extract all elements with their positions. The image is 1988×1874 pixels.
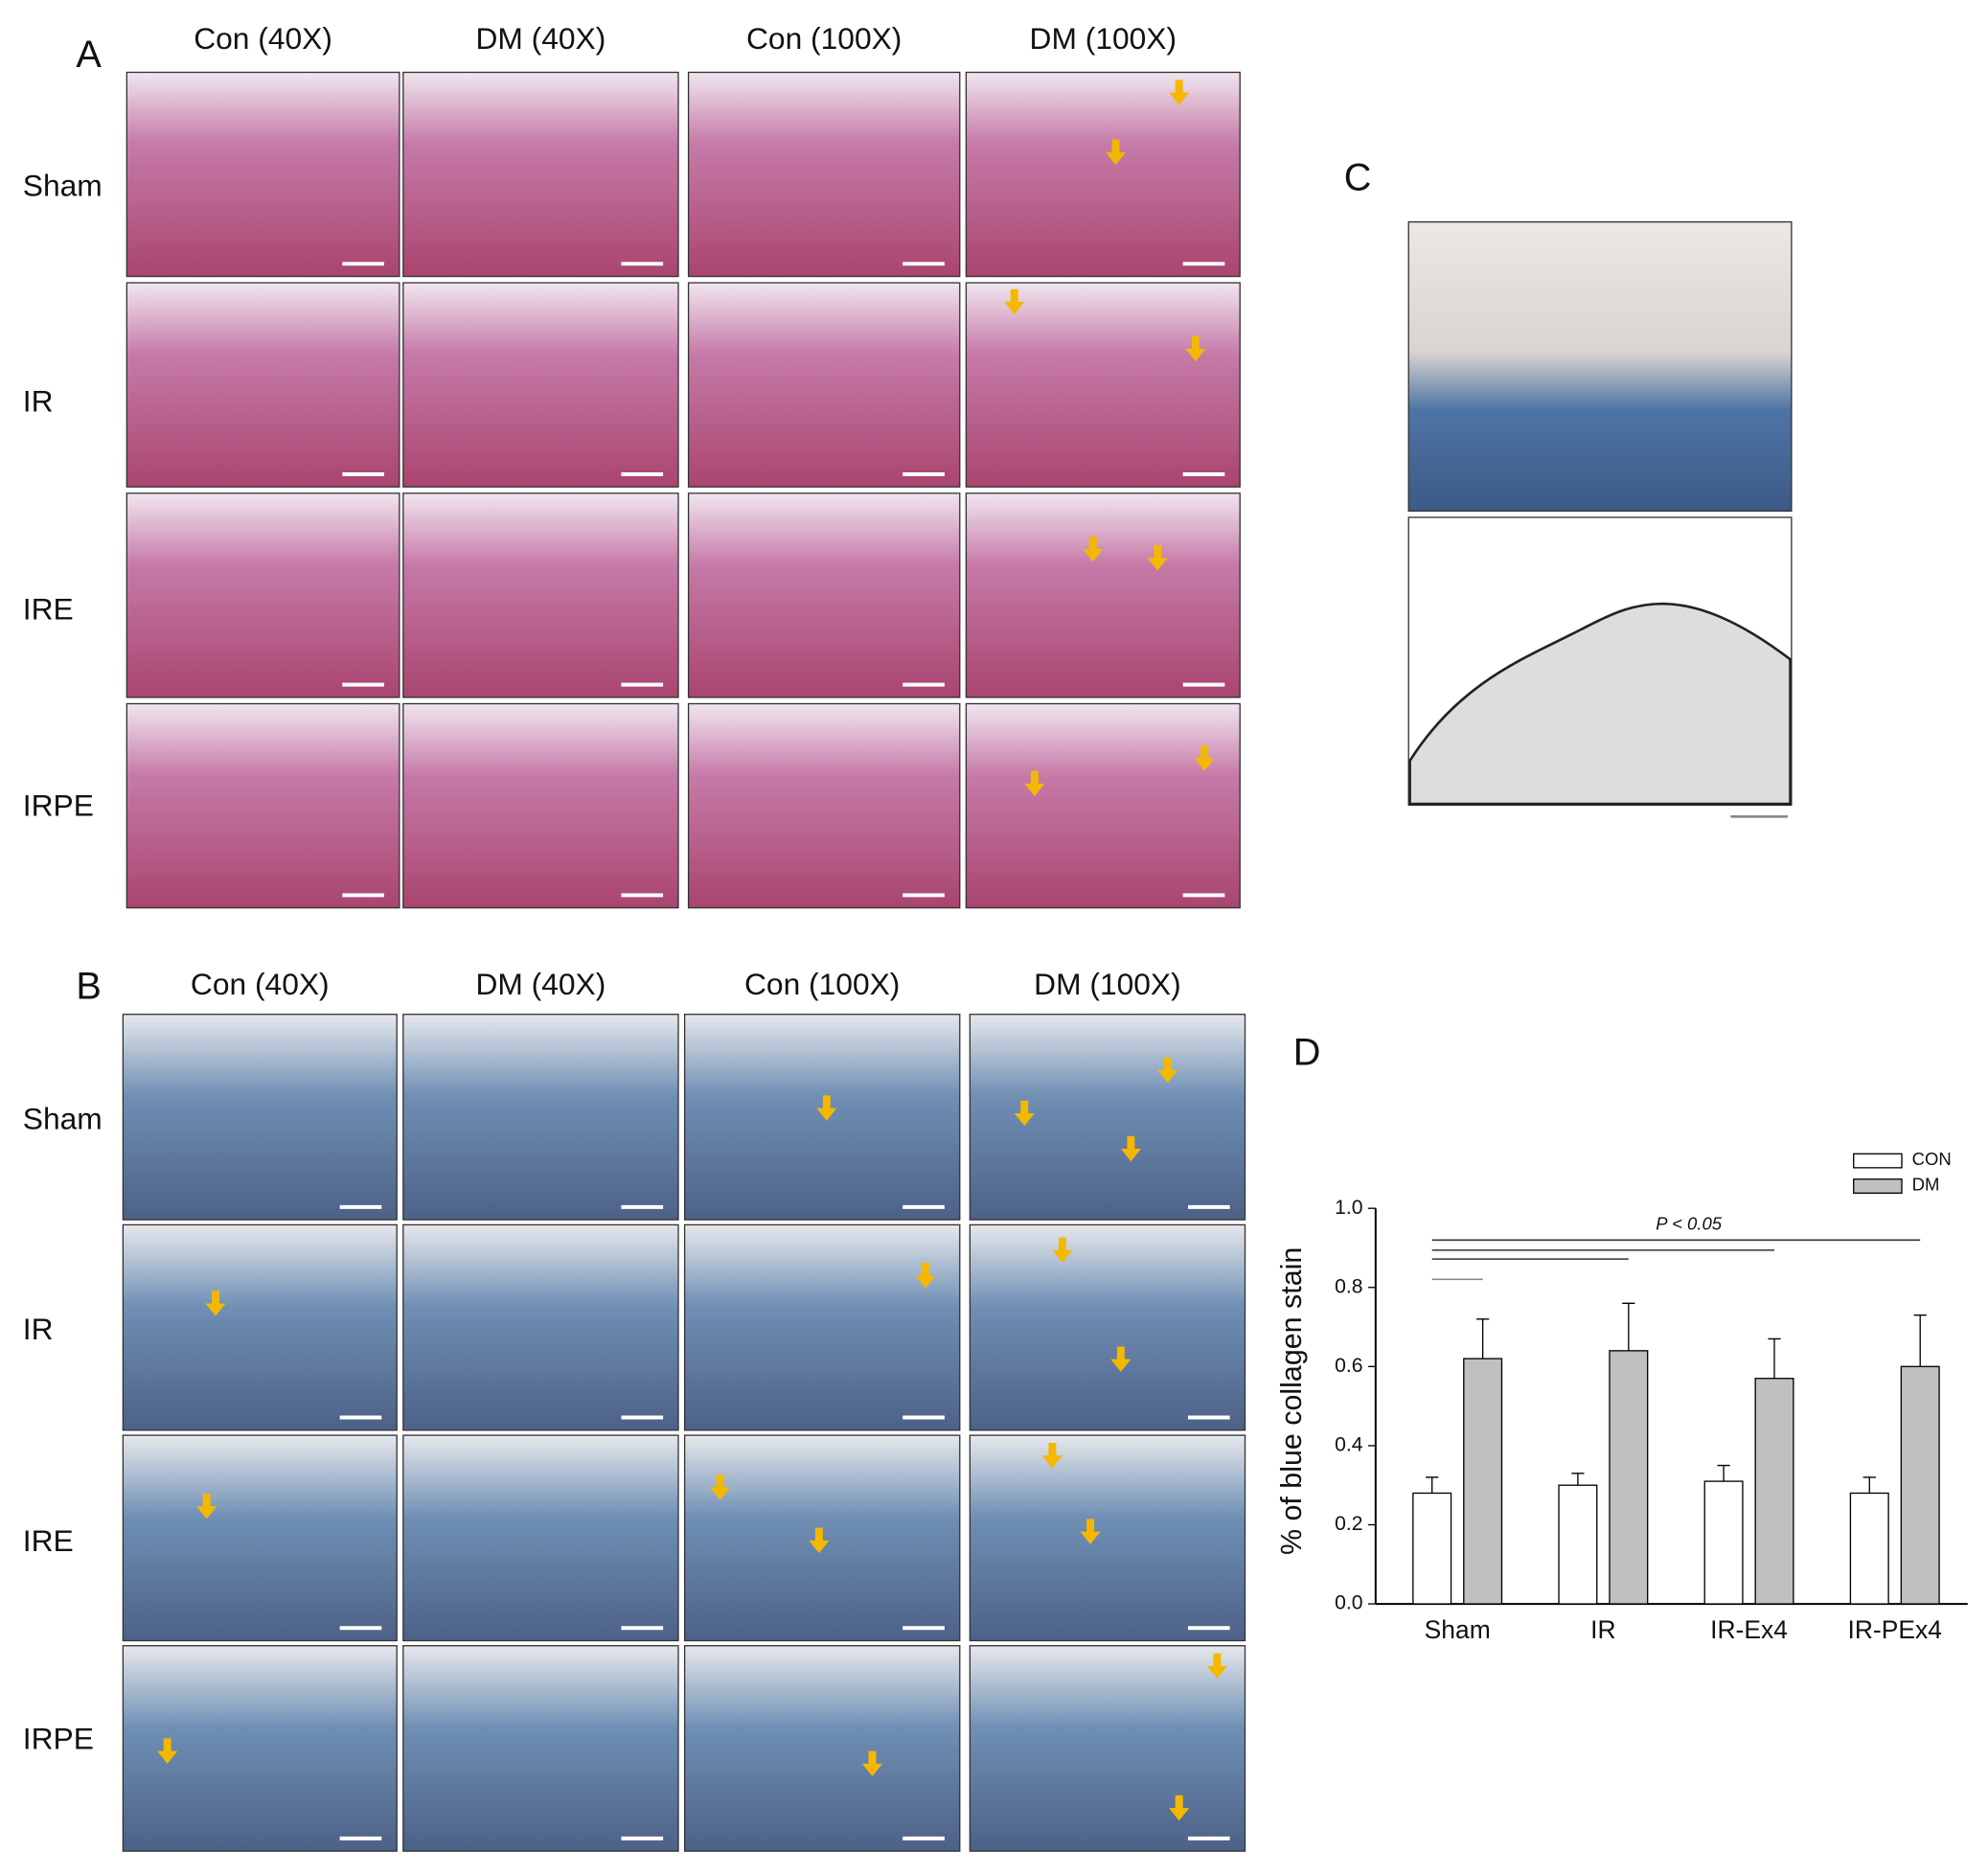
arrow [157, 1738, 178, 1764]
micrograph [126, 71, 400, 278]
arrow [1052, 1237, 1073, 1264]
y-tick-label: 1.0 [1335, 1197, 1362, 1219]
bar [1609, 1350, 1649, 1605]
micrograph [687, 492, 961, 698]
x-tick-label: IR-Ex4 [1710, 1615, 1788, 1644]
x-tick-label: Sham [1425, 1615, 1491, 1644]
arrow [1024, 770, 1045, 797]
error-bar [1622, 1302, 1635, 1351]
panel-label: C [1344, 156, 1372, 198]
y-tick-label: 0.6 [1335, 1355, 1362, 1377]
column-header: DM (40X) [475, 967, 606, 1001]
micrograph [402, 282, 679, 488]
column-header: Con (100X) [746, 21, 902, 56]
legend-label: CON [1912, 1149, 1952, 1169]
micrograph [969, 1014, 1246, 1221]
micrograph [126, 282, 400, 488]
micrograph [687, 282, 961, 488]
micrograph [969, 1645, 1246, 1852]
arrow [205, 1291, 226, 1316]
threshold-image [1408, 602, 1792, 806]
bar [1412, 1492, 1452, 1605]
micrograph [687, 71, 961, 278]
error-bar [1717, 1464, 1730, 1482]
row-label: IRPE [23, 1721, 94, 1755]
micrograph [402, 702, 679, 909]
micrograph [126, 492, 400, 698]
legend-label: DM [1912, 1174, 1940, 1194]
micrograph [969, 1434, 1246, 1642]
arrow [196, 1493, 217, 1520]
legend-swatch [1853, 1178, 1903, 1194]
micrograph [122, 1223, 398, 1431]
micrograph [683, 1645, 961, 1852]
bar [1754, 1378, 1794, 1605]
y-tick-label: 0.0 [1335, 1592, 1362, 1614]
micrograph [402, 71, 679, 278]
row-label: IR [23, 1312, 54, 1346]
micrograph [683, 1223, 961, 1431]
bar [1849, 1492, 1889, 1605]
column-header: Con (40X) [194, 21, 332, 56]
y-tick-label: 0.2 [1335, 1513, 1362, 1535]
error-bar [1426, 1476, 1439, 1494]
column-header: Con (100X) [744, 967, 900, 1001]
y-tick-label: 0.8 [1335, 1275, 1362, 1297]
bar [1463, 1358, 1503, 1605]
micrograph [683, 1014, 961, 1221]
bar [1558, 1484, 1598, 1605]
column-header: Con (40X) [191, 967, 330, 1001]
x-tick-label: IR [1590, 1615, 1615, 1644]
annotation: P < 0.05 [1656, 1213, 1723, 1233]
arrow [1041, 1443, 1063, 1469]
micrograph [402, 1014, 679, 1221]
row-label: IRE [23, 591, 74, 626]
micrograph [402, 492, 679, 698]
column-header: DM (100X) [1030, 21, 1177, 56]
micrograph [402, 1645, 679, 1852]
bar [1703, 1480, 1744, 1605]
micrograph [965, 702, 1241, 909]
panel-label: D [1293, 1032, 1321, 1074]
micrograph [969, 1223, 1246, 1431]
micrograph [126, 702, 400, 909]
legend-swatch [1853, 1153, 1903, 1169]
panel-label: A [76, 34, 102, 76]
row-label: Sham [23, 168, 103, 202]
micrograph [687, 702, 961, 909]
micrograph [965, 492, 1241, 698]
arrow [1004, 288, 1025, 315]
y-tick-label: 0.4 [1335, 1434, 1363, 1456]
micrograph [965, 71, 1241, 278]
micrograph [402, 1434, 679, 1642]
row-label: IRE [23, 1523, 74, 1558]
arrow [1194, 745, 1215, 771]
error-bar [1768, 1337, 1781, 1379]
y-axis-label: % of blue collagen stain [1275, 1247, 1308, 1555]
bar [1900, 1365, 1940, 1605]
error-bar [1913, 1314, 1927, 1367]
panel-label: B [76, 966, 101, 1008]
row-label: Sham [23, 1101, 103, 1135]
micrograph [965, 282, 1241, 488]
micrograph [122, 1434, 398, 1642]
arrow [816, 1095, 837, 1121]
micrograph [122, 1014, 398, 1221]
micrograph [1407, 220, 1793, 513]
error-bar [1862, 1476, 1876, 1494]
arrow [1080, 1519, 1101, 1544]
x-tick-label: IR-PEx4 [1847, 1615, 1941, 1644]
row-label: IR [23, 383, 54, 418]
micrograph [402, 1223, 679, 1431]
arrow [915, 1263, 936, 1289]
row-label: IRPE [23, 788, 94, 822]
column-header: DM (40X) [475, 21, 606, 56]
column-header: DM (100X) [1034, 967, 1181, 1001]
error-bar [1476, 1318, 1490, 1360]
error-bar [1571, 1473, 1585, 1486]
